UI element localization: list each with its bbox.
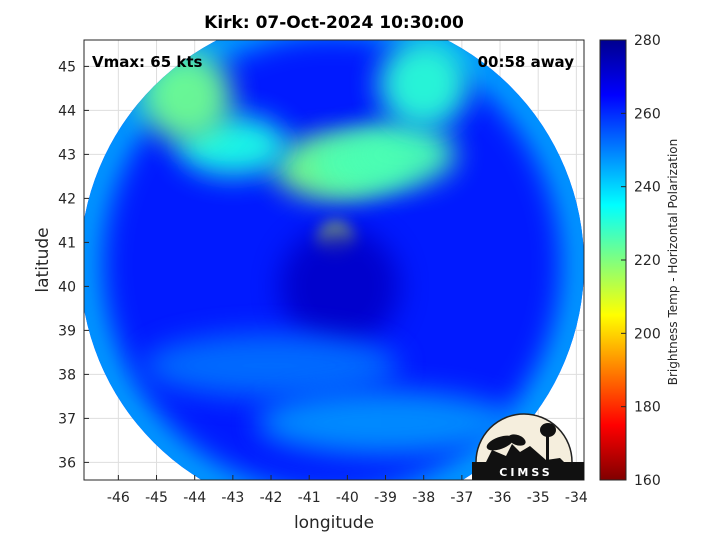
x-tick-label: -41 <box>298 490 321 506</box>
logo-tower-icon <box>546 432 549 462</box>
colorbar-tick-label: 180 <box>634 400 661 416</box>
x-axis-label: longitude <box>294 513 374 533</box>
colorbar-ticks: 160 180 200 220 240 260 280 <box>621 33 661 489</box>
cimss-logo: CIMSS <box>472 413 584 480</box>
swath-rim <box>84 40 584 480</box>
colorbar-tick-label: 240 <box>634 180 661 196</box>
y-tick-label: 40 <box>58 279 76 295</box>
y-tick-label: 45 <box>58 59 76 75</box>
swath-feature-arc <box>257 390 514 455</box>
x-tick-label: -40 <box>336 490 359 506</box>
vmax-annotation: Vmax: 65 kts <box>92 53 202 71</box>
colorbar-tick-label: 220 <box>634 253 661 269</box>
logo-bar <box>472 462 584 480</box>
swath-feature-arc <box>143 333 400 398</box>
chart-title: Kirk: 07-Oct-2024 10:30:00 <box>204 13 464 33</box>
swath-feature-edge <box>378 40 469 129</box>
x-tick-label: -39 <box>374 490 397 506</box>
x-tick-label: -35 <box>527 490 550 506</box>
x-tick-label: -38 <box>412 490 435 506</box>
logo-dish-icon-2 <box>508 434 526 446</box>
logo-tank-icon <box>540 423 556 437</box>
colorbar-tick-label: 160 <box>634 473 661 489</box>
y-tick-label: 44 <box>58 103 76 119</box>
y-tick-label: 43 <box>58 147 76 163</box>
y-tick-label: 41 <box>58 235 76 251</box>
x-tick-label: -42 <box>260 490 283 506</box>
y-ticks: 36 37 38 39 40 41 42 43 44 45 <box>58 59 89 471</box>
y-tick-label: 39 <box>58 323 76 339</box>
colorbar-tick-label: 200 <box>634 326 661 342</box>
logo-dish-icon <box>486 435 514 451</box>
x-tick-label: -45 <box>145 490 168 506</box>
x-tick-label: -36 <box>489 490 512 506</box>
colorbar-tick-label: 260 <box>634 106 661 122</box>
x-tick-label: -43 <box>221 490 244 506</box>
y-tick-label: 38 <box>58 367 76 383</box>
brightness-temp-swath <box>84 40 584 480</box>
swath-feature-core <box>279 226 400 347</box>
y-tick-label: 37 <box>58 411 76 427</box>
y-tick-label: 36 <box>58 455 76 471</box>
axes-frame <box>83 39 585 481</box>
x-tick-label: -37 <box>450 490 473 506</box>
y-axis-label: latitude <box>33 227 53 292</box>
distance-annotation: 00:58 away <box>478 53 575 71</box>
logo-text: CIMSS <box>499 466 552 479</box>
x-tick-label: -44 <box>183 490 206 506</box>
colorbar-tick-label: 280 <box>634 33 661 49</box>
x-tick-label: -34 <box>565 490 588 506</box>
y-tick-label: 42 <box>58 191 76 207</box>
colorbar-label: Brightness Temp - Horizontal Polarizatio… <box>666 139 680 386</box>
x-tick-label: -46 <box>107 490 130 506</box>
x-ticks: -46 -45 -44 -43 -42 -41 -40 -39 -38 -37 -36 -35 -34 <box>107 475 588 506</box>
swath-feature-band <box>345 124 456 185</box>
